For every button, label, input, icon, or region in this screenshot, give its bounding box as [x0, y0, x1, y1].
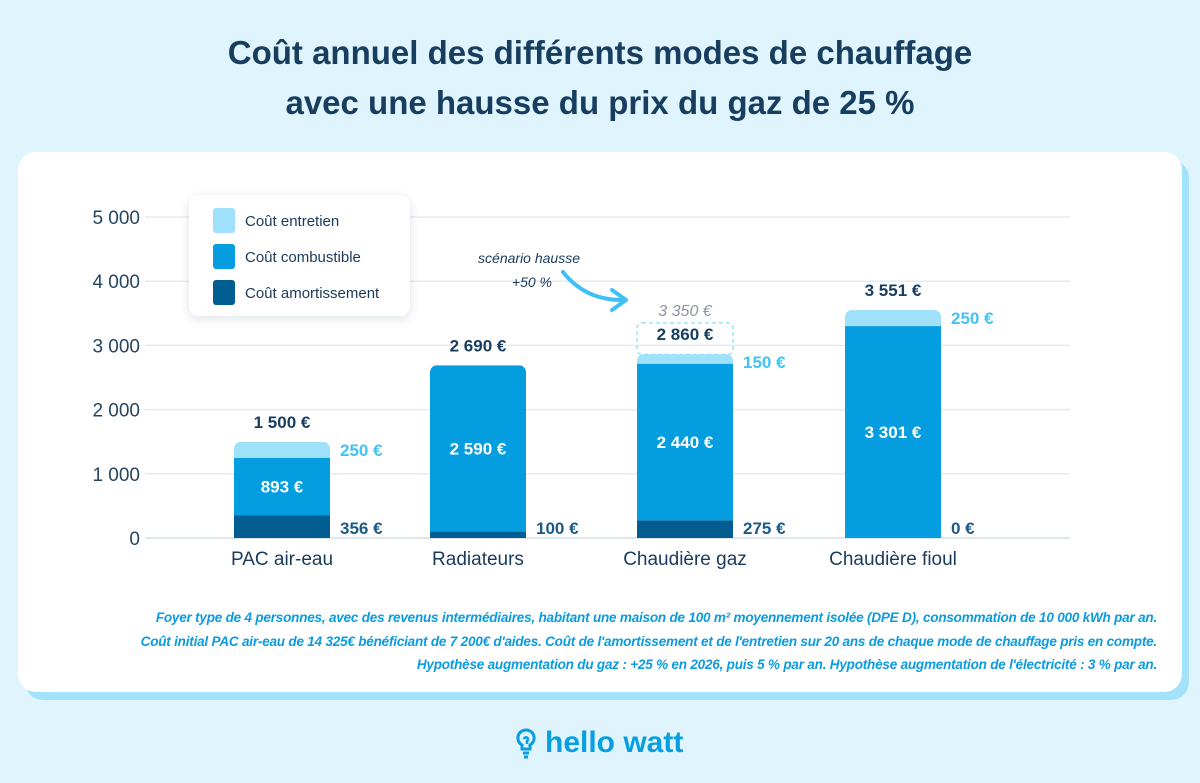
footnote-2: Coût initial PAC air-eau de 14 325€ béné… [140, 633, 1158, 649]
logo-text: hello watt [545, 726, 684, 759]
bar-total-label: 3 551 € [865, 281, 922, 300]
combustible-label: 2 440 € [657, 433, 714, 452]
legend-label: Coût combustible [245, 249, 361, 266]
amortissement-label: 0 € [951, 519, 975, 538]
combustible-label: 3 301 € [865, 423, 922, 442]
legend-box [189, 195, 410, 316]
combustible-label: 893 € [261, 477, 304, 496]
bar-segment-combustible [845, 326, 941, 538]
scenario-annotation: scénario hausse +50 % 3 350 € [478, 250, 734, 356]
bar-total-label: 2 690 € [450, 336, 507, 355]
bar-segment-combustible [430, 365, 526, 532]
combustible-label: 2 590 € [450, 439, 507, 458]
amortissement-label: 356 € [340, 519, 383, 538]
bar-group: 3 551 € 3 301 € 0 € 250 € Chaudière fioul [829, 281, 994, 570]
bar-segment-amortissement [234, 515, 330, 538]
title-line-2: avec une hausse du prix du gaz de 25 % [285, 84, 915, 121]
y-tick-label: 1 000 [92, 465, 140, 486]
legend-swatch-entretien [213, 208, 235, 233]
bar-segment-entretien [234, 441, 330, 458]
bar-segment-amortissement [637, 520, 733, 538]
bar-segment-entretien [637, 354, 733, 364]
arrow-head-icon [610, 288, 628, 312]
y-tick-label: 5 000 [92, 208, 140, 229]
footnotes: Foyer type de 4 personnes, avec des reve… [140, 606, 1158, 677]
y-tick-label: 2 000 [92, 401, 140, 422]
entretien-label: 150 € [743, 353, 786, 372]
scenario-value-label: 3 350 € [658, 303, 712, 320]
x-tick-label: Radiateurs [432, 549, 524, 570]
y-tick-label: 4 000 [92, 272, 140, 293]
footnote-1: Foyer type de 4 personnes, avec des reve… [155, 610, 1157, 625]
bar-total-label: 2 860 € [657, 325, 714, 344]
legend: Coût entretien Coût combustible Coût amort… [189, 195, 410, 316]
chart-title: Coût annuel des différents modes de chau… [0, 28, 1200, 128]
entretien-label: 250 € [951, 309, 994, 328]
bar-segment-combustible [234, 457, 330, 516]
bar-segment-amortissement [430, 531, 526, 538]
lightbulb-icon [516, 728, 536, 759]
amortissement-label: 100 € [536, 519, 579, 538]
bar-segment-combustible [637, 363, 733, 521]
legend-swatch-combustible [213, 244, 235, 269]
curved-arrow-icon [561, 270, 624, 302]
scenario-dashed-box [636, 322, 734, 356]
annotation-text: +50 % [512, 274, 552, 290]
entretien-label: 250 € [340, 441, 383, 460]
x-tick-label: Chaudière gaz [623, 549, 747, 570]
legend-swatch-amortissement [213, 280, 235, 305]
x-tick-label: PAC air-eau [231, 549, 333, 570]
annotation-text: scénario hausse [478, 250, 580, 266]
bar-group: 2 860 € 2 440 € 275 € 150 € Chaudière gaz [623, 325, 786, 570]
bar-total-label: 1 500 € [254, 413, 311, 432]
bar-group: 1 500 € 893 € 356 € 250 € PAC air-eau [231, 413, 383, 570]
bar-segment-entretien [845, 310, 941, 327]
title-line-1: Coût annuel des différents modes de chau… [227, 34, 973, 71]
footnote-3: Hypothèse augmentation du gaz : +25 % en… [416, 657, 1157, 672]
amortissement-label: 275 € [743, 519, 786, 538]
bar-group: 2 690 € 2 590 € 100 € Radiateurs [430, 336, 579, 570]
legend-label: Coût amortissement [245, 285, 380, 302]
x-tick-label: Chaudière fioul [829, 549, 957, 570]
hello-watt-logo: hello watt [515, 726, 683, 760]
y-tick-label: 3 000 [92, 336, 140, 357]
y-tick-label: 0 [129, 529, 140, 550]
legend-label: Coût entretien [245, 213, 339, 230]
